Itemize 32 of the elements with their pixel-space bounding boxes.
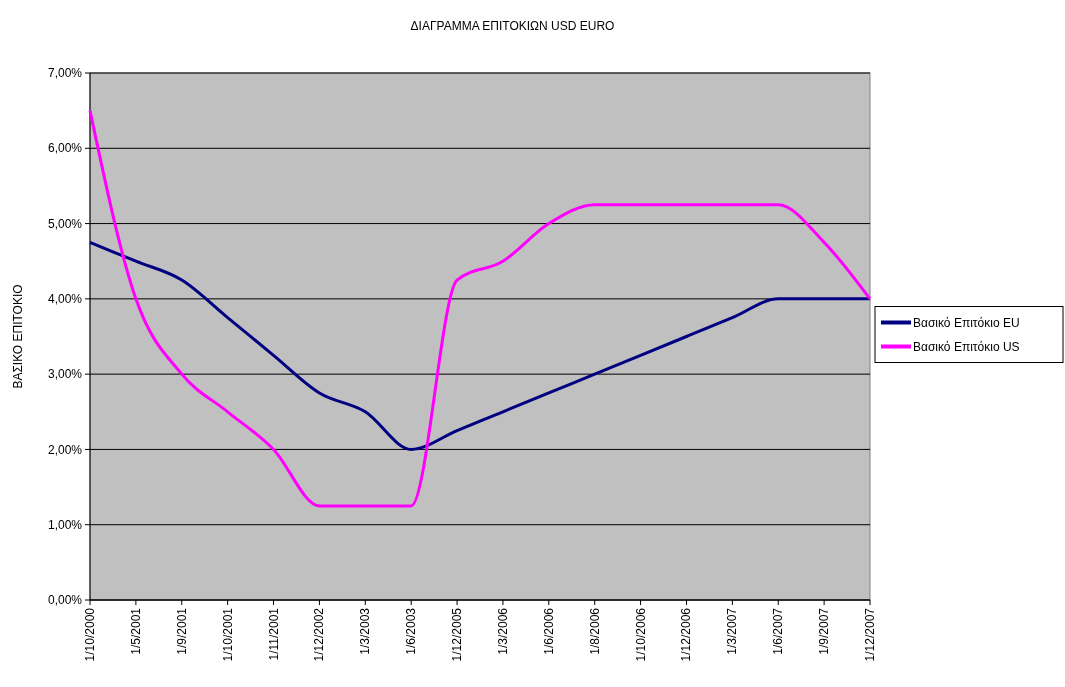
x-tick-label: 1/9/2007 [817, 607, 832, 655]
y-tick-label: 4,00% [47, 292, 83, 307]
x-tick-label: 1/11/2001 [266, 607, 281, 661]
y-tick-label: 7,00% [47, 66, 83, 81]
x-tick-label: 1/3/2007 [725, 607, 740, 655]
y-tick-label: 5,00% [47, 216, 83, 231]
legend-label: Βασικό Επιτόκιο EU [913, 315, 1020, 330]
x-tick-label: 1/3/2006 [495, 607, 510, 655]
x-tick-label: 1/6/2003 [404, 607, 419, 655]
x-tick-label: 1/8/2006 [587, 607, 602, 655]
y-tick-label: 1,00% [47, 517, 83, 532]
x-tick-label: 1/12/2002 [312, 607, 327, 662]
x-tick-label: 1/6/2007 [771, 607, 786, 655]
x-tick-label: 1/12/2006 [679, 607, 694, 662]
x-tick-label: 1/6/2006 [541, 607, 556, 655]
x-tick-label: 1/5/2001 [128, 607, 143, 655]
x-tick-label: 1/10/2001 [220, 607, 235, 662]
chart-title: ΔΙΑΓΡΑΜΜΑ ΕΠΙΤΟΚΙΩΝ USD EURO [410, 19, 615, 33]
y-tick-label: 2,00% [47, 442, 83, 457]
line-series [88, 109, 872, 508]
y-axis-title: ΒΑΣΙΚΟ ΕΠΙΤΟΚΙΟ [11, 284, 25, 389]
legend-label: Βασικό Επιτόκιο US [913, 339, 1020, 354]
line-series [88, 240, 872, 451]
y-tick-label: 6,00% [47, 141, 83, 156]
x-tick-label: 1/12/2005 [450, 607, 465, 662]
y-tick-label: 0,00% [47, 593, 83, 608]
x-tick-label: 1/10/2006 [633, 607, 648, 662]
x-tick-label: 1/12/2007 [863, 607, 877, 662]
x-tick-label: 1/10/2000 [83, 607, 97, 662]
x-tick-label: 1/3/2003 [358, 607, 373, 655]
y-tick-label: 3,00% [47, 367, 83, 382]
x-tick-label: 1/9/2001 [174, 607, 189, 655]
